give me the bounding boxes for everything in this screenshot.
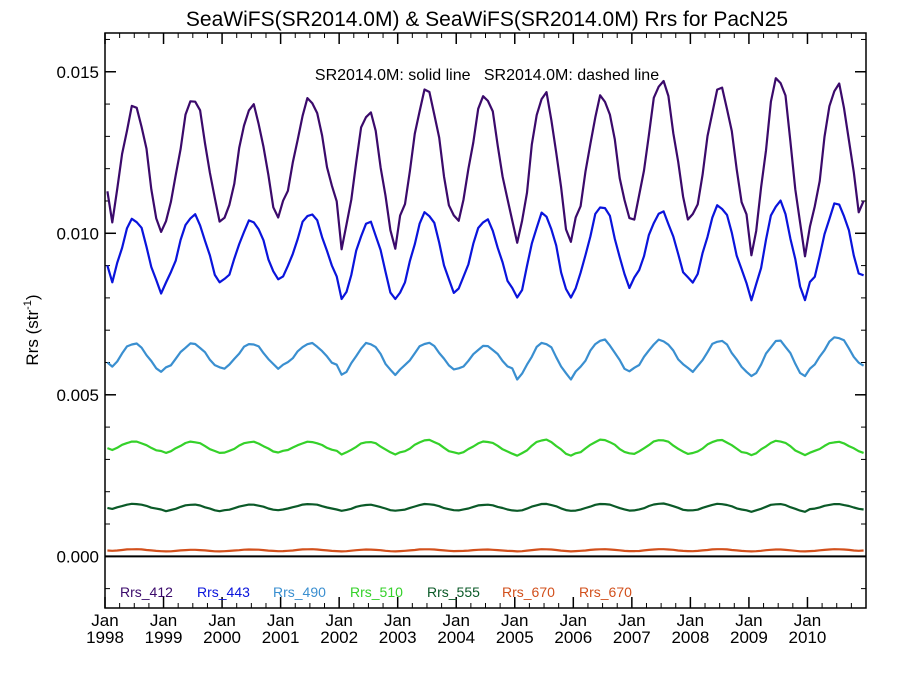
x-tick-label-year: 2000 [203, 628, 241, 647]
x-tick-label-year: 1999 [145, 628, 183, 647]
legend-item-rrs-555: Rrs_555 [427, 584, 480, 600]
y-axis-label-superscript: -1 [22, 300, 34, 310]
series-layer [106, 77, 865, 553]
legend-item-rrs-490: Rrs_490 [273, 584, 326, 600]
legend-item-rrs-510: Rrs_510 [350, 584, 403, 600]
legend-item-rrs-443: Rrs_443 [197, 584, 250, 600]
x-tick-label-year: 2006 [554, 628, 592, 647]
x-tick-label-month: Jan [677, 611, 704, 630]
x-tick-label-year: 2004 [437, 628, 475, 647]
x-tick-label-month: Jan [618, 611, 645, 630]
legend-item-rrs-670: Rrs_670 [502, 584, 555, 600]
series-line-rrs-555 [107, 502, 864, 513]
x-tick-label-month: Jan [501, 611, 528, 630]
plot-border [104, 32, 867, 609]
y-tick-label: 0.005 [56, 386, 99, 405]
y-axis-label: Rrs (str-1) [22, 294, 42, 365]
chart-title: SeaWiFS(SR2014.0M) & SeaWiFS(SR2014.0M) … [186, 8, 788, 31]
x-tick-label-year: 2003 [379, 628, 417, 647]
x-tick-label-month: Jan [735, 611, 762, 630]
x-tick-label-month: Jan [208, 611, 235, 630]
plot-frame [104, 32, 867, 609]
x-tick-label-month: Jan [384, 611, 411, 630]
series-line-rrs-510 [107, 438, 864, 457]
x-tick-label-year: 2002 [320, 628, 358, 647]
axes: 0.0000.0050.0100.015Jan1998Jan1999Jan200… [56, 33, 866, 647]
x-tick-label-month: Jan [325, 611, 352, 630]
x-tick-label-year: 2007 [613, 628, 651, 647]
legend: Rrs_412 Rrs_443 Rrs_490 Rrs_510 Rrs_555 Rrs_6… [120, 584, 632, 600]
x-tick-label-year: 2001 [262, 628, 300, 647]
x-tick-label-year: 2010 [789, 628, 827, 647]
legend-item-rrs-670: Rrs_670 [579, 584, 632, 600]
series-line-rrs-670 [107, 548, 864, 553]
x-tick-label-year: 2005 [496, 628, 534, 647]
x-tick-label-month: Jan [560, 611, 587, 630]
y-tick-label: 0.015 [56, 63, 99, 82]
x-tick-label-month: Jan [794, 611, 821, 630]
x-tick-label-year: 2009 [730, 628, 768, 647]
y-axis-label-close: ) [23, 294, 42, 300]
x-tick-label-year: 2008 [671, 628, 709, 647]
x-tick-label-month: Jan [267, 611, 294, 630]
legend-item-rrs-412: Rrs_412 [120, 584, 173, 600]
x-tick-label-year: 1998 [86, 628, 124, 647]
x-tick-label-month: Jan [443, 611, 470, 630]
y-tick-label: 0.010 [56, 224, 99, 243]
x-tick-label-month: Jan [150, 611, 177, 630]
series-line-rrs-490 [106, 336, 865, 381]
series-line-rrs-443 [106, 199, 864, 302]
series-line-rrs-412 [106, 77, 865, 258]
line-style-annotation: SR2014.0M: solid line SR2014.0M: dashed … [315, 67, 659, 84]
y-axis-label-text: Rrs (str [23, 310, 42, 366]
y-tick-label: 0.000 [56, 547, 99, 566]
x-tick-label-month: Jan [91, 611, 118, 630]
